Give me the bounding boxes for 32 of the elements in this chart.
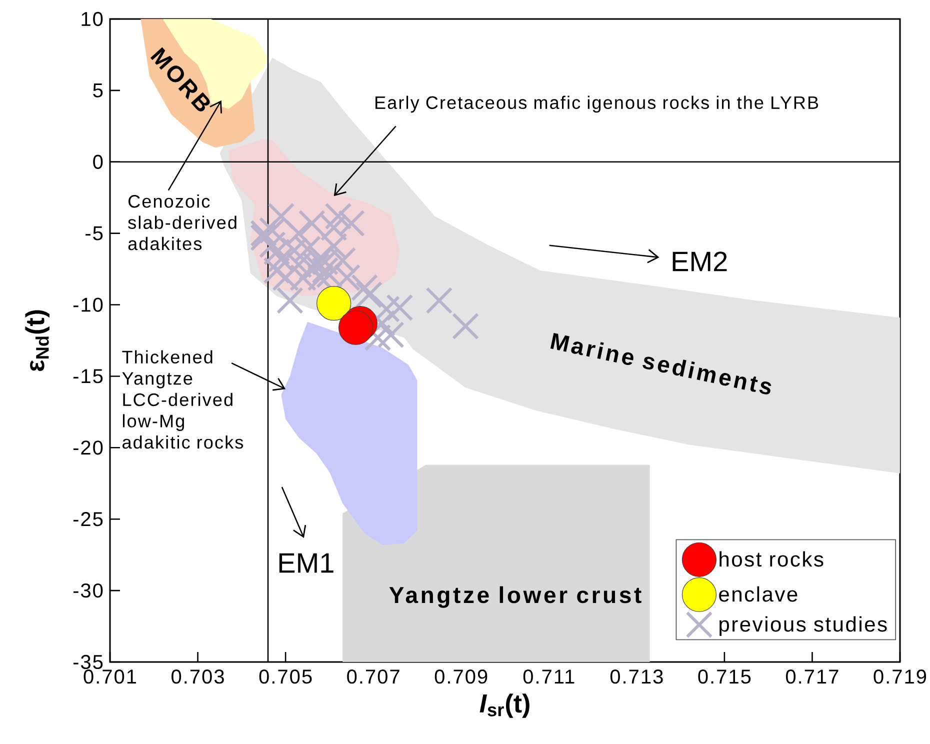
annotation: Thickened Yangtze LCC-derived low-Mg adakitic rocks [122, 350, 244, 449]
legend-label: host rocks [720, 551, 824, 567]
y-tick-label: -15 [73, 369, 103, 384]
y-tick-label: -20 [73, 440, 103, 455]
annotation: Cenozoic slab-derived adakites [128, 194, 236, 250]
annotation: EM2 [672, 252, 727, 272]
y-tick-label: -25 [73, 512, 103, 526]
y-tick-label: -30 [73, 583, 103, 598]
y-tick-label: 10 [82, 12, 103, 26]
x-tick-label: 0.709 [434, 670, 488, 684]
x-tick-label: 0.711 [523, 670, 574, 684]
y-tick-label: 5 [93, 83, 103, 98]
annotation: Marine sediments [550, 332, 772, 394]
annotation: Early Cretaceous mafic igenous rocks in the LYRB [376, 96, 818, 113]
x-tick-label: 0.713 [610, 670, 663, 684]
x-tick-label: 0.707 [347, 670, 400, 684]
y-tick-label: -5 [86, 226, 103, 240]
y-tick-label: -10 [73, 298, 103, 312]
x-tick-label: 0.719 [874, 670, 926, 684]
x-tick-label: 0.701 [84, 670, 136, 684]
x-axis-title: I$_{sr}$(t) [480, 694, 530, 718]
x-tick-label: 0.717 [786, 670, 838, 684]
y-tick-label: 0 [93, 154, 103, 169]
x-tick-label: 0.705 [259, 670, 312, 684]
legend-label: previous studies [720, 616, 887, 636]
y-tick-label: -35 [73, 654, 103, 670]
annotation: EM1 [279, 553, 334, 573]
annotation: Yangtze lower crust [389, 586, 642, 608]
x-tick-label: 0.715 [698, 670, 751, 684]
x-tick-label: 0.703 [172, 670, 224, 684]
legend-label: enclave [719, 586, 798, 602]
y-axis-title: ε$_{Nd}$(t) [25, 310, 50, 372]
